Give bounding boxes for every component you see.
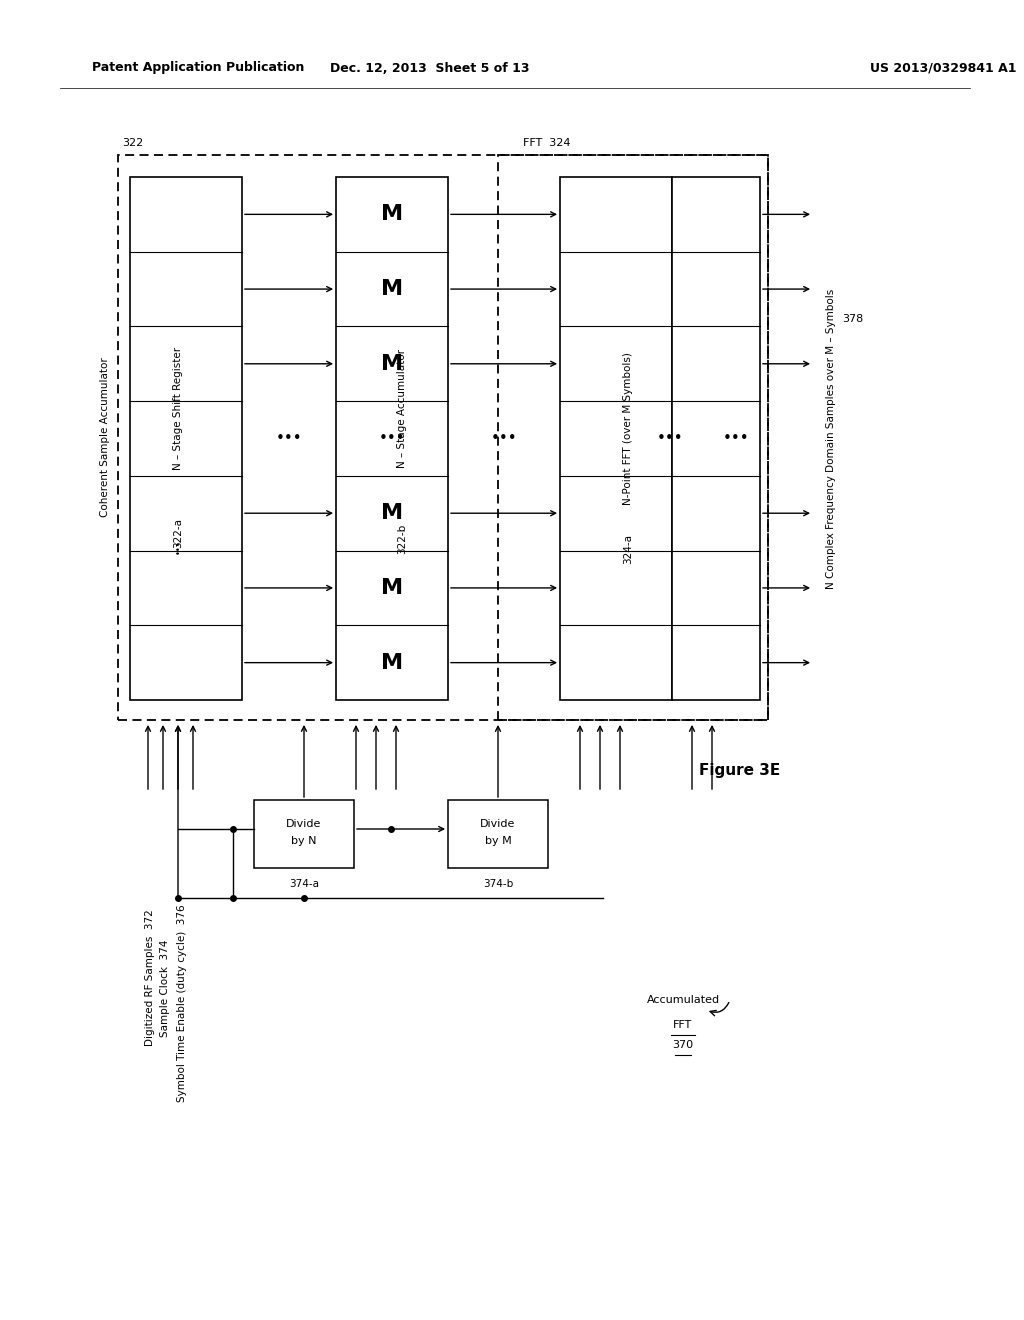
Text: N Complex Frequency Domain Samples over M – Symbols: N Complex Frequency Domain Samples over … [826,288,836,589]
Text: 374-a: 374-a [289,879,319,888]
Bar [672,177,760,700]
Text: •••: ••• [656,432,683,446]
Text: N – Stage Shift Register: N – Stage Shift Register [173,347,183,470]
Text: Digitized RF Samples  372: Digitized RF Samples 372 [145,909,155,1047]
Text: 322: 322 [123,139,143,148]
Bar [118,154,768,719]
Text: •••: ••• [723,432,750,446]
Text: N-Point FFT (over M Symbols): N-Point FFT (over M Symbols) [623,352,633,506]
FancyArrowPatch shape [710,1002,729,1015]
Text: 322-a: 322-a [173,519,183,549]
Text: FFT  324: FFT 324 [523,139,570,148]
Bar [560,177,672,700]
Text: FFT: FFT [674,1020,692,1030]
Text: Symbol Time Enable (duty cycle)  376: Symbol Time Enable (duty cycle) 376 [177,904,187,1102]
Text: by N: by N [291,836,316,846]
Text: by M: by M [484,836,511,846]
Text: •••: ••• [490,432,517,446]
Text: •••: ••• [275,432,302,446]
Bar [449,800,548,869]
Text: Dec. 12, 2013  Sheet 5 of 13: Dec. 12, 2013 Sheet 5 of 13 [331,62,529,74]
Text: 370: 370 [673,1040,693,1049]
Text: Accumulated: Accumulated [646,995,720,1005]
Text: M: M [381,652,403,673]
Text: •••: ••• [173,539,182,554]
Text: 378: 378 [843,314,863,323]
Bar [336,177,449,700]
Text: •••: ••• [379,432,406,446]
Text: M: M [381,205,403,224]
Text: Divide: Divide [480,818,516,829]
Text: US 2013/0329841 A1: US 2013/0329841 A1 [870,62,1017,74]
Text: 322-b: 322-b [397,523,407,553]
Text: N – Stage Accumulator: N – Stage Accumulator [397,348,407,469]
Text: Sample Clock  374: Sample Clock 374 [160,940,170,1036]
Text: 374-b: 374-b [483,879,513,888]
Text: M: M [381,279,403,300]
Text: Coherent Sample Accumulator: Coherent Sample Accumulator [100,358,110,517]
Text: M: M [381,578,403,598]
Text: Divide: Divide [287,818,322,829]
Text: Figure 3E: Figure 3E [699,763,780,777]
Bar [254,800,354,869]
Text: 324-a: 324-a [623,533,633,564]
Text: M: M [381,503,403,523]
Bar [498,154,768,719]
Bar [130,177,242,700]
Text: M: M [381,354,403,374]
Text: Patent Application Publication: Patent Application Publication [92,62,304,74]
